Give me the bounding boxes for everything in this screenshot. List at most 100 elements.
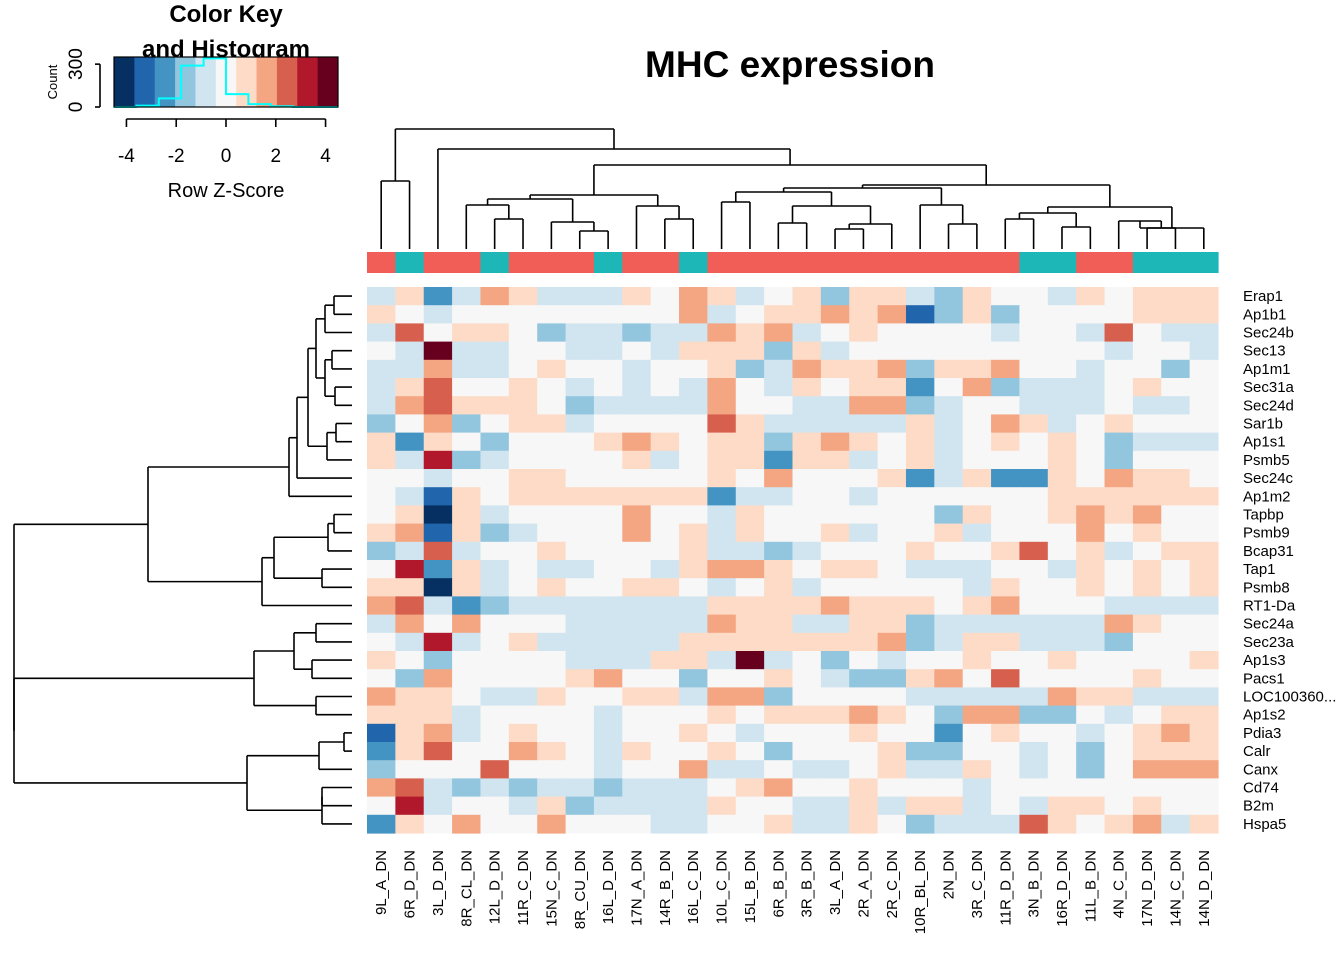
heatmap-cell (1019, 469, 1049, 488)
heatmap-cell (423, 614, 453, 634)
heatmap-cell (792, 432, 822, 452)
heatmap-cell (452, 687, 482, 707)
heatmap-cell (1047, 487, 1077, 506)
heatmap-cell (877, 523, 907, 543)
heatmap-cell (820, 414, 850, 434)
heatmap-cell (452, 651, 482, 670)
heatmap-cell (1019, 396, 1049, 415)
heatmap-cell (1132, 396, 1162, 415)
heatmap-cell (1076, 705, 1106, 725)
heatmap-cell (792, 796, 822, 816)
heatmap-cell (565, 723, 595, 743)
heatmap-cell (764, 396, 794, 415)
heatmap-cell (508, 596, 538, 616)
heatmap-cell (565, 778, 595, 798)
heatmap-cell (735, 450, 765, 470)
heatmap-cell (452, 632, 482, 652)
heatmap-cell (991, 687, 1021, 707)
heatmap-cell (367, 814, 396, 834)
heatmap-cell (764, 487, 794, 506)
heatmap-cell (1161, 323, 1191, 343)
heatmap-cell (707, 596, 737, 616)
heatmap-cell (622, 505, 652, 525)
row-label: LOC100360... (1243, 689, 1336, 706)
heatmap-cell (1189, 523, 1219, 543)
heatmap-cell (508, 341, 538, 361)
heatmap-cell (820, 578, 850, 597)
heatmap-cell (367, 396, 396, 415)
heatmap-cell (1076, 614, 1106, 634)
heatmap-cell (1104, 778, 1134, 798)
row-label: Sec24a (1243, 616, 1295, 633)
heatmap-cell (962, 705, 992, 725)
heatmap-cell (679, 359, 708, 379)
heatmap-cell (1076, 796, 1106, 816)
heatmap-cell (650, 341, 680, 361)
heatmap-cell (905, 796, 935, 816)
heatmap-cell (962, 723, 992, 743)
heatmap-cell (792, 505, 822, 525)
heatmap-cell (367, 705, 396, 725)
heatmap-cell (707, 469, 737, 488)
heatmap-cell (508, 742, 538, 761)
heatmap-cell (792, 541, 822, 561)
heatmap-cell (905, 723, 935, 743)
heatmap-cell (423, 651, 453, 670)
heatmap-cell (1189, 287, 1219, 306)
heatmap-cell (622, 341, 652, 361)
heatmap-cell (480, 414, 510, 434)
heatmap-cell (679, 778, 708, 798)
heatmap-cell (452, 378, 482, 397)
column-label: 2R_C_DN (884, 850, 901, 918)
heatmap-cell (735, 432, 765, 452)
heatmap-cell (1019, 560, 1049, 579)
heatmap-cell (1019, 669, 1049, 688)
heatmap-cell (679, 487, 708, 506)
heatmap-cell (934, 723, 964, 743)
heatmap-cell (537, 814, 567, 834)
heatmap-cell (877, 614, 907, 634)
heatmap-cell (820, 432, 850, 452)
heatmap-cell (991, 341, 1021, 361)
column-label: 14N_D_DN (1196, 850, 1213, 927)
heatmap-cell (508, 323, 538, 343)
heatmap-cell (480, 723, 510, 743)
column-group-cell (1019, 252, 1049, 273)
heatmap-cell (792, 469, 822, 488)
heatmap-cell (423, 814, 453, 834)
heatmap-cell (991, 578, 1021, 597)
heatmap-cell (1132, 450, 1162, 470)
row-label: Sec31a (1243, 379, 1295, 396)
heatmap-cell (1047, 523, 1077, 543)
column-group-cell (650, 252, 680, 273)
heatmap-cell (820, 487, 850, 506)
heatmap-cell (1076, 396, 1106, 415)
row-label: Calr (1243, 743, 1271, 760)
heatmap-cell (764, 778, 794, 798)
heatmap-cell (452, 469, 482, 488)
heatmap-cell (1189, 796, 1219, 816)
heatmap-cell (508, 723, 538, 743)
heatmap-cell (1047, 378, 1077, 397)
heatmap-cell (650, 378, 680, 397)
heatmap-cell (991, 651, 1021, 670)
heatmap-cell (593, 651, 623, 670)
heatmap-cell (764, 323, 794, 343)
heatmap-cell (1104, 723, 1134, 743)
column-group-cell (905, 252, 935, 273)
heatmap-cell (849, 414, 879, 434)
heatmap-cell (679, 541, 708, 561)
heatmap-cell (735, 687, 765, 707)
heatmap-cell (1189, 596, 1219, 616)
heatmap-cell (1047, 469, 1077, 488)
column-group-cell (962, 252, 992, 273)
heatmap-cell (508, 578, 538, 597)
heatmap-cell (622, 378, 652, 397)
heatmap-cell (707, 378, 737, 397)
heatmap-cell (452, 596, 482, 616)
heatmap-cell (395, 760, 425, 779)
heatmap-cell (1076, 414, 1106, 434)
heatmap-cell (367, 778, 396, 798)
heatmap-cell (1132, 651, 1162, 670)
